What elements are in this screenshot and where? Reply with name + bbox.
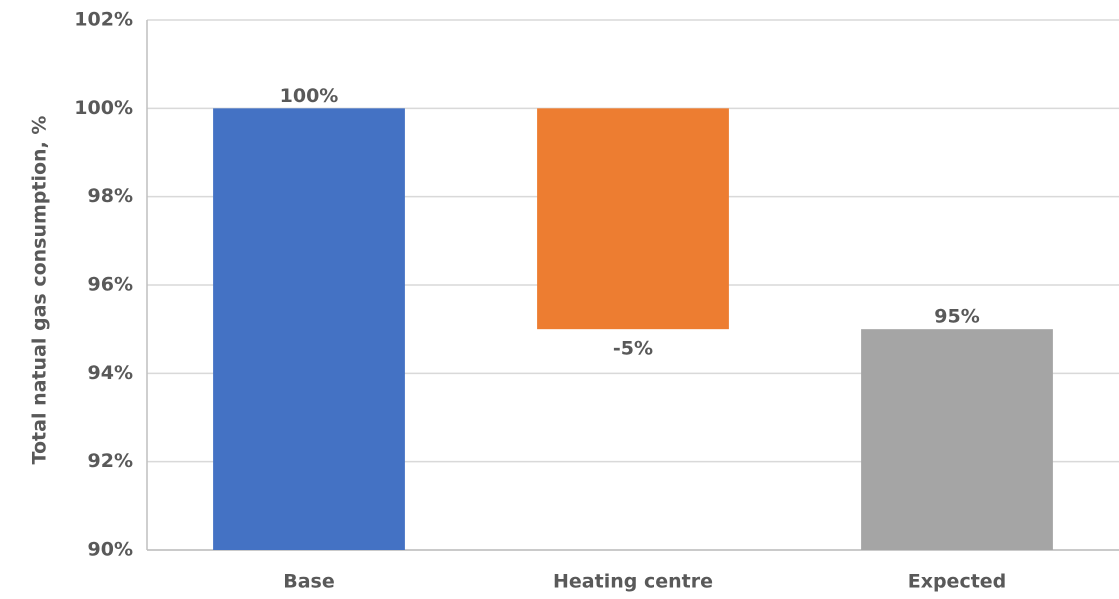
x-tick-label: Base — [283, 571, 335, 593]
y-tick-label: 92% — [88, 450, 133, 472]
bar — [213, 108, 405, 550]
value-label: 95% — [934, 306, 979, 328]
x-tick-label: Expected — [908, 571, 1007, 593]
y-tick-label: 96% — [88, 274, 133, 296]
y-axis-label: Total natual gas consumption, % — [29, 116, 51, 465]
bar — [537, 108, 729, 330]
y-tick-label: 100% — [74, 97, 133, 119]
y-tick-label: 94% — [88, 362, 133, 384]
y-tick-label: 90% — [88, 539, 133, 561]
y-tick-label: 98% — [88, 185, 133, 207]
value-label: 100% — [280, 85, 339, 107]
y-tick-label: 102% — [74, 9, 133, 31]
x-tick-label: Heating centre — [553, 571, 713, 593]
value-label: -5% — [613, 338, 653, 360]
bar — [861, 329, 1053, 550]
